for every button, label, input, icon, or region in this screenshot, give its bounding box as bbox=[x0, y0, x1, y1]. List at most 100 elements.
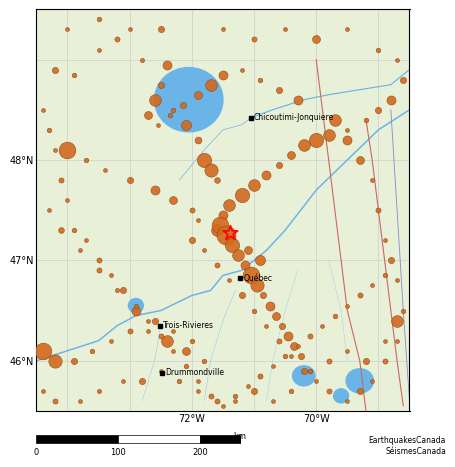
Point bbox=[201, 247, 208, 254]
Ellipse shape bbox=[346, 369, 374, 393]
Point bbox=[399, 76, 407, 84]
Point bbox=[70, 226, 77, 234]
Point bbox=[325, 387, 332, 395]
Point bbox=[278, 322, 286, 329]
Point bbox=[170, 347, 177, 354]
Point bbox=[95, 257, 102, 264]
Point bbox=[288, 151, 295, 159]
Point bbox=[344, 26, 351, 33]
Point bbox=[216, 221, 223, 229]
FancyBboxPatch shape bbox=[118, 435, 200, 443]
Point bbox=[313, 136, 320, 144]
Point bbox=[145, 111, 152, 119]
Point bbox=[188, 337, 196, 345]
Point bbox=[188, 236, 196, 244]
Point bbox=[132, 307, 140, 314]
Point bbox=[154, 121, 162, 128]
Point bbox=[260, 292, 267, 299]
Point bbox=[76, 247, 84, 254]
Point bbox=[387, 96, 394, 104]
Point bbox=[325, 131, 332, 139]
Point bbox=[369, 377, 376, 385]
Point bbox=[226, 236, 233, 244]
Point bbox=[201, 156, 208, 164]
Point bbox=[344, 347, 351, 354]
Point bbox=[132, 302, 140, 309]
Text: Drummondville: Drummondville bbox=[165, 368, 224, 377]
Point bbox=[244, 247, 252, 254]
Point bbox=[244, 382, 252, 389]
Point bbox=[179, 101, 186, 108]
Point bbox=[344, 397, 351, 404]
Point bbox=[238, 66, 245, 73]
Point bbox=[272, 312, 279, 319]
Point bbox=[399, 307, 407, 314]
Point bbox=[238, 292, 245, 299]
Point bbox=[381, 236, 388, 244]
Point bbox=[194, 377, 202, 385]
Point bbox=[381, 272, 388, 279]
Point bbox=[157, 81, 164, 88]
Point bbox=[369, 177, 376, 184]
Point bbox=[282, 26, 289, 33]
Point bbox=[387, 257, 394, 264]
Point bbox=[58, 226, 65, 234]
Ellipse shape bbox=[128, 298, 143, 312]
Point bbox=[95, 267, 102, 274]
Point bbox=[194, 217, 202, 224]
Point bbox=[241, 262, 248, 269]
Point bbox=[331, 312, 339, 319]
Point bbox=[70, 357, 77, 365]
Point bbox=[170, 106, 177, 113]
Point bbox=[138, 56, 146, 64]
Point bbox=[126, 177, 133, 184]
Text: EarthquakesCanada
SéismesCanada: EarthquakesCanada SéismesCanada bbox=[369, 436, 446, 456]
Point bbox=[151, 317, 158, 325]
Point bbox=[207, 166, 214, 174]
Point bbox=[95, 16, 102, 23]
Point bbox=[291, 342, 298, 349]
Point bbox=[331, 116, 339, 124]
Ellipse shape bbox=[155, 68, 223, 132]
Point bbox=[313, 377, 320, 385]
Point bbox=[369, 282, 376, 289]
Point bbox=[151, 96, 158, 104]
Point bbox=[356, 156, 364, 164]
Ellipse shape bbox=[293, 366, 315, 386]
Point bbox=[39, 387, 46, 395]
Text: Québec: Québec bbox=[243, 274, 273, 283]
Point bbox=[282, 352, 289, 360]
Point bbox=[182, 362, 189, 369]
Point bbox=[95, 46, 102, 53]
Point bbox=[39, 347, 46, 354]
Point bbox=[201, 357, 208, 365]
Point bbox=[70, 71, 77, 78]
Point bbox=[207, 392, 214, 400]
Point bbox=[257, 76, 264, 84]
Point bbox=[232, 397, 239, 404]
Point bbox=[275, 86, 283, 93]
Point bbox=[226, 201, 233, 209]
Text: km: km bbox=[233, 432, 246, 441]
Point bbox=[126, 26, 133, 33]
Point bbox=[297, 352, 304, 360]
Point bbox=[163, 61, 171, 68]
Point bbox=[194, 136, 202, 144]
FancyBboxPatch shape bbox=[36, 435, 118, 443]
Point bbox=[170, 197, 177, 204]
Point bbox=[51, 66, 59, 73]
Point bbox=[284, 332, 292, 340]
Point bbox=[300, 367, 308, 375]
Point bbox=[263, 171, 270, 179]
Point bbox=[51, 397, 59, 404]
Point bbox=[151, 186, 158, 194]
Point bbox=[394, 317, 401, 325]
Point bbox=[219, 71, 227, 78]
Point bbox=[362, 357, 369, 365]
Point bbox=[362, 116, 369, 124]
Point bbox=[82, 156, 90, 164]
Point bbox=[82, 236, 90, 244]
Point bbox=[182, 121, 189, 128]
Point bbox=[300, 141, 308, 149]
Point bbox=[222, 232, 230, 239]
